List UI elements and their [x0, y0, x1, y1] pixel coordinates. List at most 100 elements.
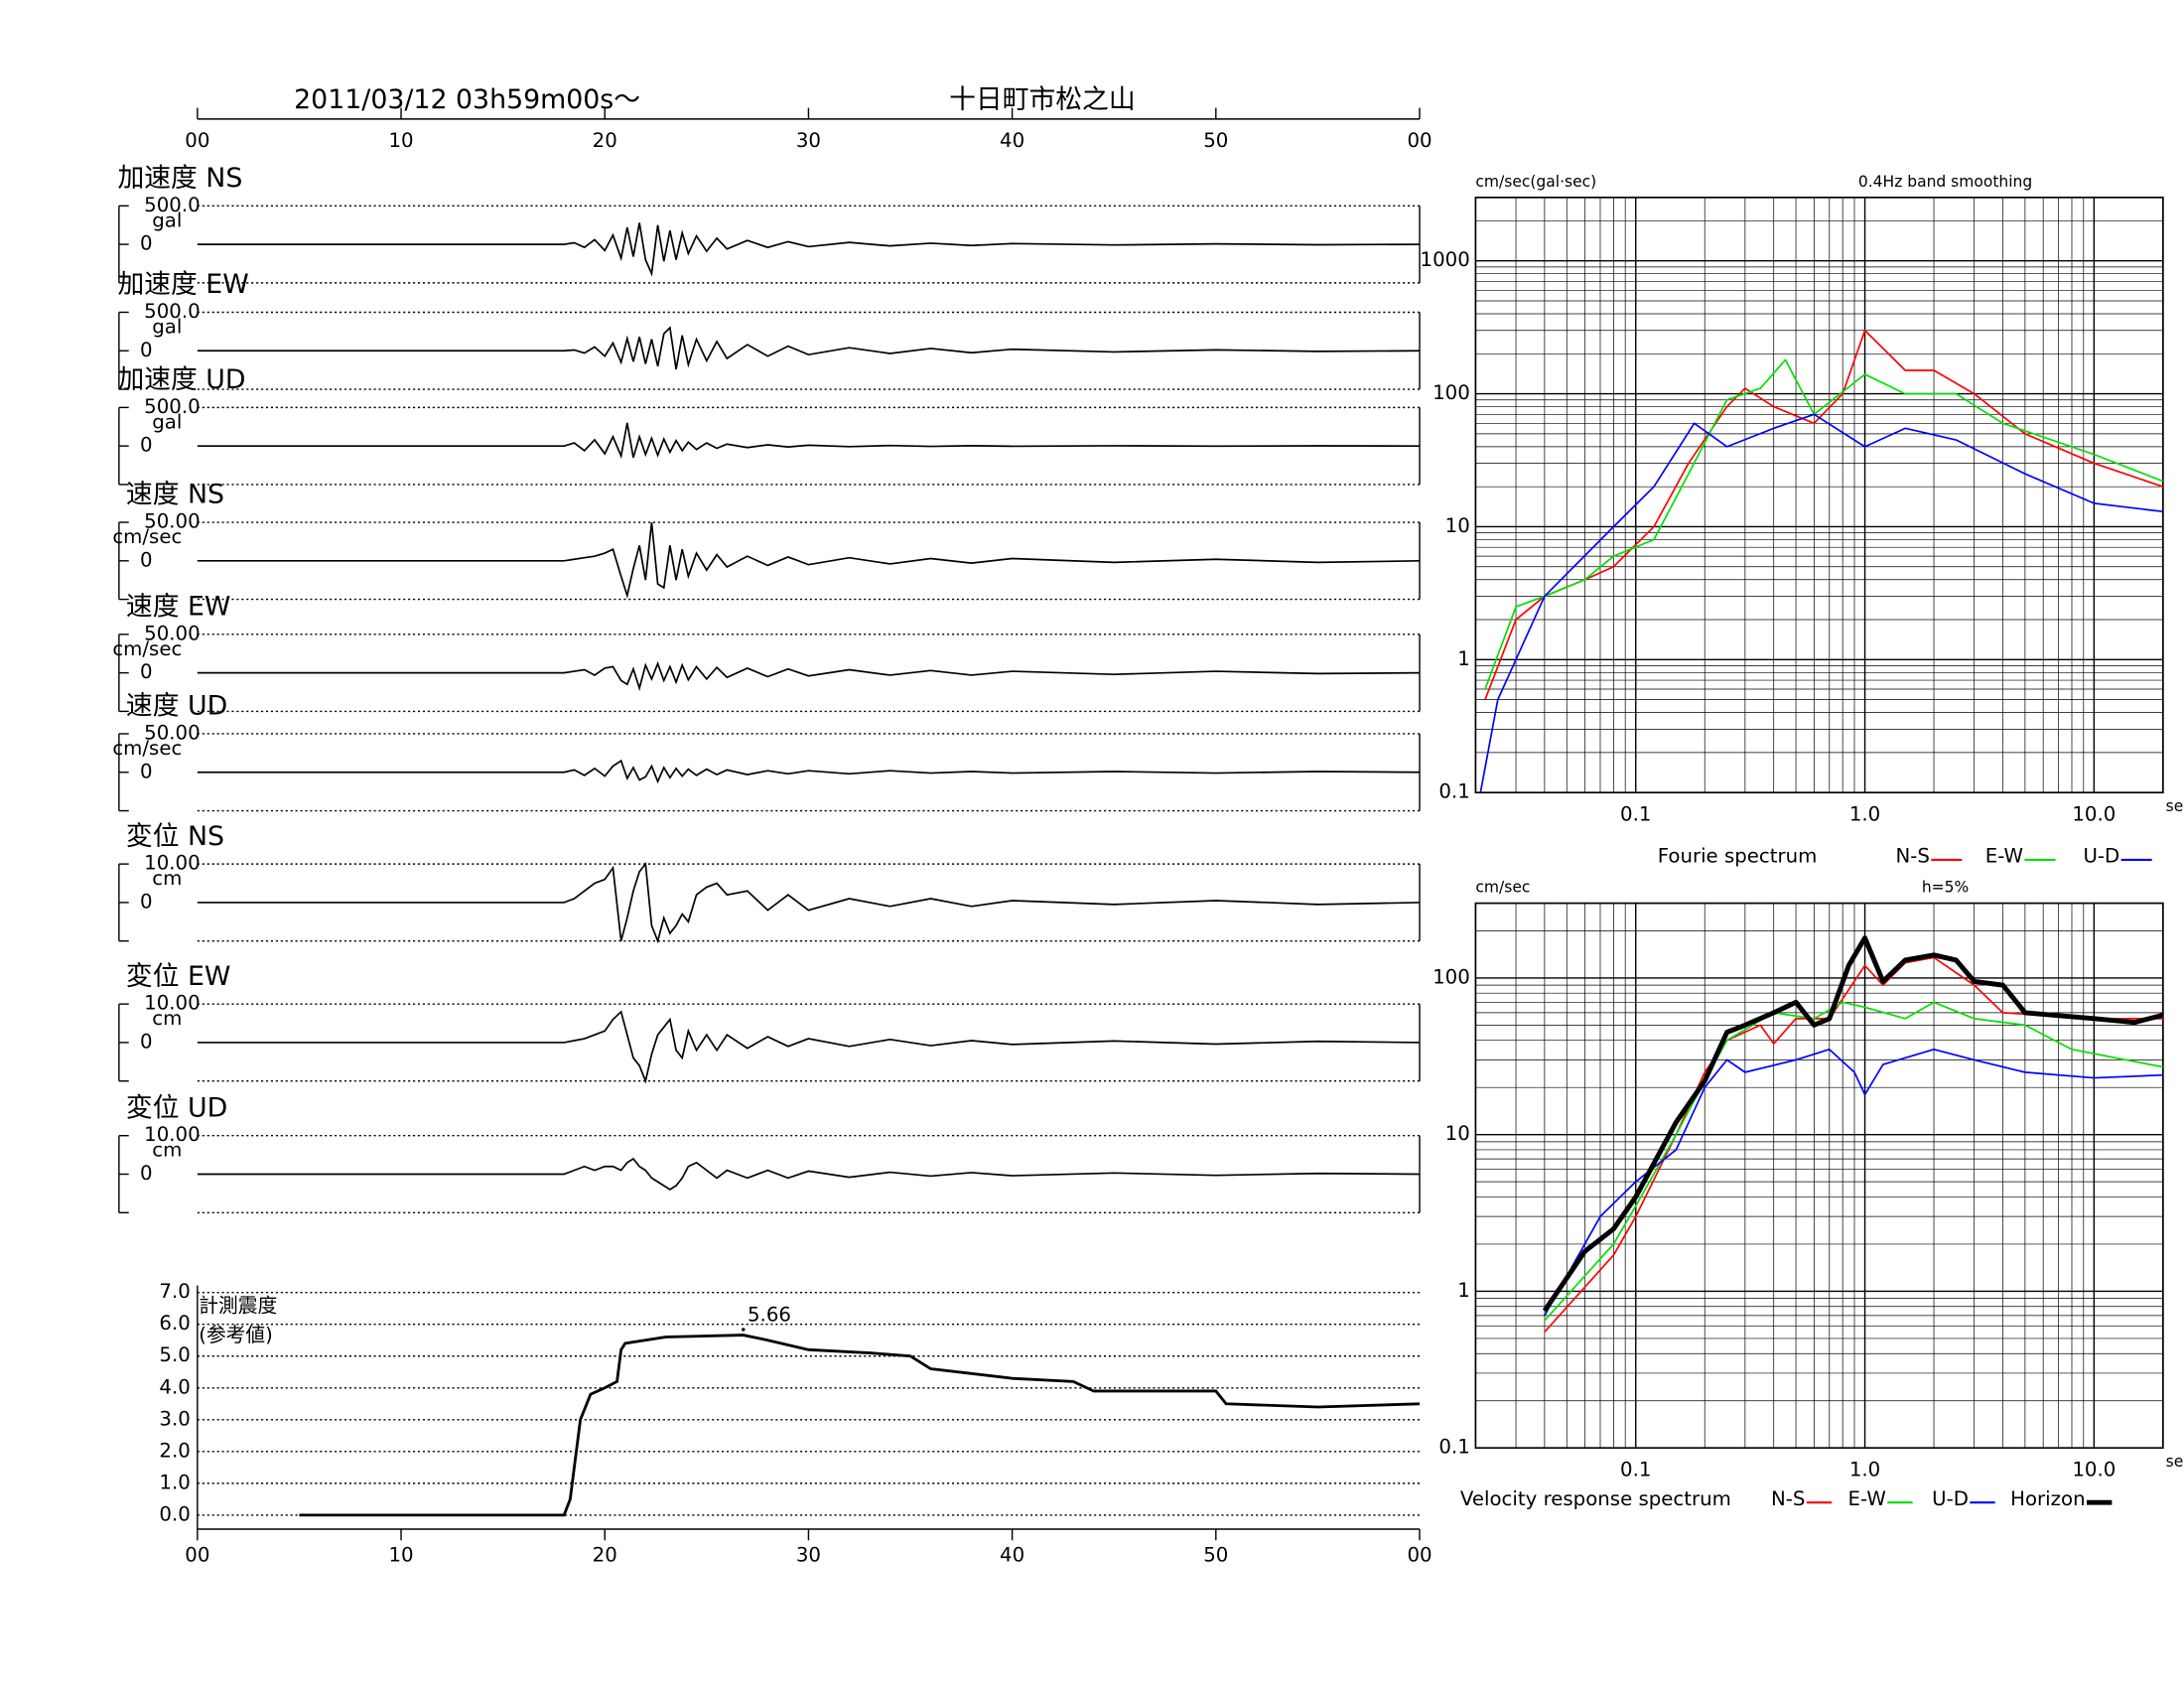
panel-title: 変位 NS [126, 821, 224, 852]
header-datetime: 2011/03/12 03h59m00s〜 [294, 84, 640, 115]
panel-tick-label: 500.0 [144, 300, 201, 323]
y-tick-label: 1000 [1421, 248, 1470, 271]
panel-unit: cm/sec [112, 637, 182, 660]
x-unit: sec [2166, 1453, 2184, 1471]
panel-title: 変位 UD [126, 1092, 227, 1123]
panel-tick-label: 0 [140, 660, 153, 683]
x-tick-label: 1.0 [1849, 1458, 1880, 1480]
time-tick-label: 30 [796, 129, 821, 152]
panel-tick-label: 50.00 [144, 622, 201, 644]
panel-tick-label: 0 [140, 1030, 153, 1053]
y-unit: cm/sec(gal·sec) [1475, 173, 1596, 191]
panel-title: 加速度 UD [117, 364, 245, 395]
panel-title: 速度 NS [126, 480, 224, 510]
waveform-trace [197, 660, 1421, 692]
waveform-trace [197, 326, 1421, 370]
time-tick-label: 40 [1000, 1543, 1024, 1566]
panel-unit: gal [152, 316, 182, 339]
panel-tick-label: 500.0 [144, 194, 201, 216]
y-tick-label: 7.0 [159, 1280, 190, 1303]
y-tick-label: 0.0 [159, 1502, 190, 1525]
time-tick-label: 20 [593, 129, 617, 152]
spectrum-line [1484, 358, 2164, 690]
panel-tick-label: 10.00 [144, 1123, 201, 1146]
spectrum-line [1484, 329, 2164, 700]
y-tick-label: 1 [1457, 1279, 1470, 1302]
time-tick-label: 30 [796, 1543, 821, 1566]
y-tick-label: 4.0 [159, 1375, 190, 1398]
time-tick-label: 10 [388, 1543, 413, 1566]
spectrum-line [1542, 935, 2164, 1313]
panel-tick-label: 0 [140, 890, 153, 913]
panel-tick-label: 10.00 [144, 852, 201, 875]
spectrum-line [1479, 413, 2163, 793]
panel-tick-label: 50.00 [144, 721, 201, 744]
spectrum-line [1544, 1048, 2163, 1317]
waveform-trace [197, 222, 1421, 277]
intensity-line [299, 1334, 1421, 1517]
y-tick-label: 3.0 [159, 1407, 190, 1430]
y-tick-label: 10 [1445, 514, 1470, 537]
time-tick-label: 00 [185, 129, 209, 152]
x-tick-label: 0.1 [1620, 1458, 1651, 1480]
y-tick-label: 0.1 [1438, 1436, 1469, 1459]
panel-unit: cm/sec [112, 737, 182, 760]
panel-tick-label: 500.0 [144, 395, 201, 418]
panel-title: 速度 EW [126, 592, 230, 623]
legend-label: U-D [1932, 1487, 1969, 1510]
time-tick-label: 50 [1203, 129, 1228, 152]
legend-title: Fourie spectrum [1658, 845, 1818, 868]
x-tick-label: 10.0 [2072, 1458, 2116, 1480]
legend-title: Velocity response spectrum [1460, 1487, 1731, 1510]
x-unit: sec [2166, 797, 2184, 815]
y-tick-label: 10 [1445, 1122, 1470, 1145]
panel-unit: cm [152, 1007, 182, 1030]
y-unit: cm/sec [1475, 879, 1530, 897]
legend-label: E-W [1848, 1487, 1886, 1510]
time-tick-label: 40 [1000, 129, 1024, 152]
spectrum-line [1544, 956, 2163, 1333]
waveform-trace [197, 1010, 1421, 1084]
legend-label: N-S [1895, 845, 1929, 868]
panel-tick-label: 0 [140, 548, 153, 571]
time-tick-label: 20 [593, 1543, 617, 1566]
panel-unit: cm/sec [112, 525, 182, 548]
legend-label: E-W [1985, 845, 2023, 868]
panel-tick-label: 0 [140, 760, 153, 782]
peak-marker [742, 1328, 746, 1332]
intensity-title: (参考値) [199, 1324, 273, 1346]
waveform-trace [197, 422, 1421, 460]
x-tick-label: 1.0 [1849, 802, 1880, 825]
waveform-trace [197, 759, 1421, 784]
panel-tick-label: 0 [140, 232, 153, 255]
intensity-title: 計測震度 [199, 1294, 277, 1317]
panel-tick-label: 0 [140, 1162, 153, 1185]
panel-title: 速度 UD [126, 691, 227, 722]
y-tick-label: 2.0 [159, 1439, 190, 1462]
waveform-trace [197, 861, 1421, 944]
panel-tick-label: 10.00 [144, 992, 201, 1015]
waveform-trace [197, 521, 1421, 599]
panel-tick-label: 0 [140, 434, 153, 457]
waveform-trace [197, 1157, 1421, 1192]
x-tick-label: 0.1 [1620, 802, 1651, 825]
legend-label: U-D [2083, 845, 2119, 868]
panel-title: 変位 EW [126, 961, 230, 992]
panel-title: 加速度 NS [117, 163, 242, 194]
header-station: 十日町市松之山 [949, 84, 1135, 115]
plot-frame [1474, 197, 2164, 794]
y-tick-label: 100 [1433, 965, 1470, 988]
spectrum-line [1544, 1001, 2164, 1322]
time-tick-label: 00 [1407, 1543, 1432, 1566]
time-tick-label: 50 [1203, 1543, 1228, 1566]
y-tick-label: 0.1 [1438, 780, 1469, 803]
legend-label: N-S [1771, 1487, 1805, 1510]
y-tick-label: 6.0 [159, 1312, 190, 1335]
chart-note: h=5% [1922, 879, 1969, 897]
legend-label: Horizon [2010, 1487, 2085, 1510]
time-tick-label: 00 [1407, 129, 1432, 152]
panel-tick-label: 50.00 [144, 510, 201, 533]
time-tick-label: 10 [388, 129, 413, 152]
y-tick-label: 5.0 [159, 1343, 190, 1366]
